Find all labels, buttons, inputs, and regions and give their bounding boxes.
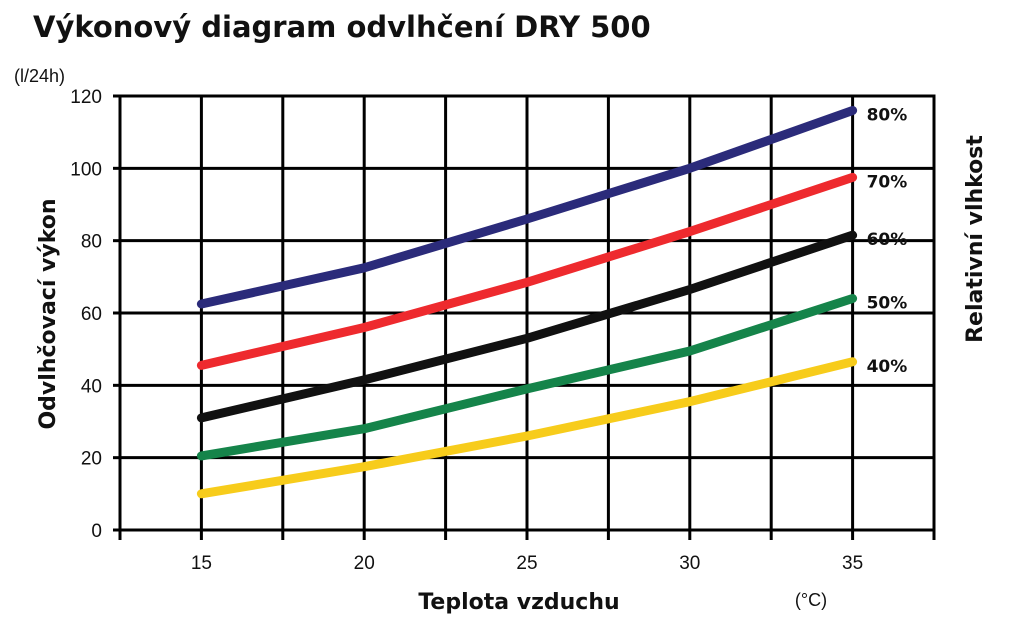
x-tick-label: 25 — [516, 553, 537, 574]
y-tick-label: 120 — [70, 87, 102, 108]
x-tick-label: 30 — [679, 553, 700, 574]
x-axis-label: Teplota vzduchu — [418, 590, 619, 615]
x-tick-label: 20 — [354, 553, 375, 574]
y-axis-unit: (l/24h) — [14, 66, 65, 86]
series-labels: 80% 70% 60% 50% 40% — [867, 105, 908, 376]
y-tick-label: 100 — [70, 159, 102, 180]
y-tick-label: 20 — [81, 449, 102, 470]
x-tick-label: 15 — [191, 553, 212, 574]
y-tick-label: 60 — [81, 304, 102, 325]
series-group — [196, 106, 858, 499]
series-line-80pct — [196, 106, 858, 309]
series-line-60pct — [196, 230, 858, 423]
series-label: 60% — [867, 230, 908, 250]
right-axis-label: Relativní vlhkost — [963, 135, 988, 343]
series-line-40pct — [196, 357, 858, 499]
x-axis-unit: (°C) — [795, 590, 827, 610]
x-tick-label: 35 — [842, 553, 863, 574]
tick-labels: 0 20 40 60 80 100 120 15 20 25 30 35 — [70, 87, 863, 574]
y-axis-label: Odvlhčovací výkon — [36, 198, 61, 429]
chart-title: Výkonový diagram odvlhčení DRY 500 — [33, 10, 651, 44]
series-label: 80% — [867, 105, 908, 125]
series-label: 70% — [867, 172, 908, 192]
series-line-70pct — [196, 172, 858, 370]
y-tick-label: 0 — [91, 521, 102, 542]
y-tick-label: 40 — [81, 376, 102, 397]
grid — [113, 94, 936, 540]
series-label: 40% — [867, 357, 908, 377]
series-line-50pct — [196, 294, 858, 461]
series-label: 50% — [867, 294, 908, 314]
y-tick-label: 80 — [81, 232, 102, 253]
